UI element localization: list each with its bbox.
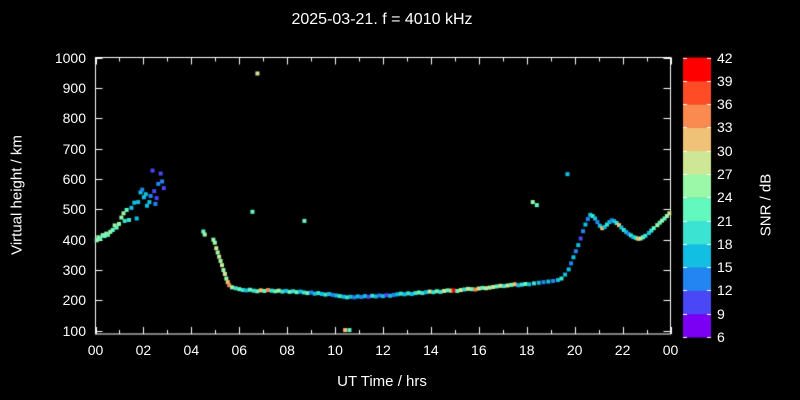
colorbar-tick-label: 6 [717, 329, 725, 345]
y-tick-label: 100 [62, 322, 86, 339]
colorbar-tick-label: 39 [717, 72, 733, 89]
y-tick-label: 1000 [54, 49, 86, 66]
colorbar-tick-label: 15 [717, 259, 733, 276]
x-tick-label: 14 [423, 342, 439, 358]
x-tick-label: 00 [87, 342, 104, 358]
y-tick-label: 600 [62, 171, 86, 188]
y-tick-label: 900 [62, 80, 86, 97]
y-tick-label: 400 [62, 231, 86, 248]
colorbar-tick-label: 9 [717, 305, 725, 322]
x-tick-label: 12 [375, 342, 391, 358]
colorbar-tick-label: 27 [717, 165, 733, 182]
x-tick-label: 16 [471, 342, 487, 358]
x-tick-label: 08 [279, 342, 295, 358]
y-tick-label: 700 [62, 140, 86, 157]
y-tick-label: 200 [62, 292, 86, 309]
x-tick-label: 02 [135, 342, 152, 358]
y-tick-label: 300 [62, 262, 86, 279]
x-tick-label: 06 [231, 342, 248, 358]
x-tick-label: 22 [614, 342, 631, 358]
x-tick-label: 20 [566, 342, 583, 358]
colorbar-tick-label: 24 [717, 189, 733, 206]
x-tick-label: 00 [662, 342, 679, 358]
y-tick-label: 800 [62, 110, 86, 127]
x-tick-label: 10 [327, 342, 343, 358]
colorbar-tick-label: 33 [717, 119, 733, 136]
colorbar-tick-label: 21 [717, 212, 733, 229]
colorbar-tick-label: 42 [717, 49, 733, 66]
x-tick-label: 18 [518, 342, 535, 358]
colorbar-tick-label: 18 [717, 235, 733, 252]
colorbar-tick-label: 12 [717, 282, 733, 299]
x-tick-label: 04 [183, 342, 200, 358]
colorbar-tick-label: 30 [717, 142, 733, 159]
colorbar-tick-label: 36 [717, 96, 733, 113]
y-tick-label: 500 [62, 201, 86, 218]
